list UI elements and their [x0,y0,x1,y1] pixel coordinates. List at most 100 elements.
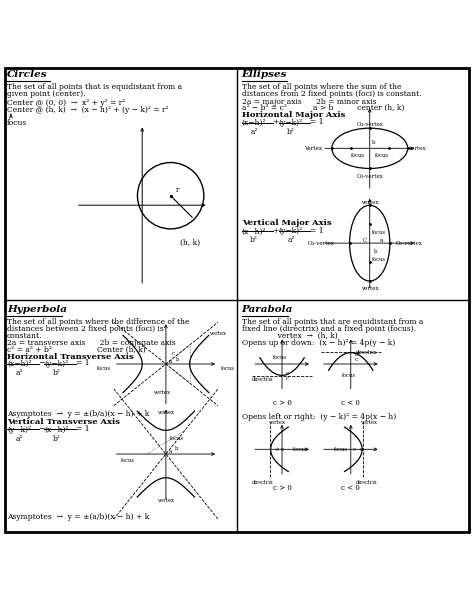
Text: focus: focus [372,257,386,262]
Text: vertex: vertex [157,410,174,415]
Text: The set of all points that are equidistant from a: The set of all points that are equidista… [242,317,423,326]
Text: a²: a² [16,434,23,443]
Text: Ellipses: Ellipses [242,70,287,79]
Text: given point (center).: given point (center). [7,90,86,98]
Text: Parabola: Parabola [242,305,293,314]
Text: The set of all points where the difference of the: The set of all points where the differen… [7,317,190,326]
Text: Co-vertex: Co-vertex [307,241,334,246]
Text: c > 0: c > 0 [273,484,292,492]
Text: +: + [273,118,279,126]
Text: Asymptotes  →  y = ±(b/a)(x − h) + k: Asymptotes → y = ±(b/a)(x − h) + k [7,410,149,418]
Text: (x−h)²: (x−h)² [44,425,69,434]
Text: (x−h)²: (x−h)² [7,360,32,368]
Text: focus: focus [170,436,184,441]
Text: a: a [380,238,383,244]
Text: Center @ (h, k)  →  (x − h)² + (y − k)² = r²: Center @ (h, k) → (x − h)² + (y − k)² = … [7,106,169,113]
Text: Horizontal Major Axis: Horizontal Major Axis [242,111,345,119]
Text: Opens left or right:  (y − k)² = 4p(x − h): Opens left or right: (y − k)² = 4p(x − h… [242,413,396,421]
Text: c: c [275,447,278,452]
Text: 2a = transverse axis      2b = conjugate axis: 2a = transverse axis 2b = conjugate axis [7,340,176,347]
Text: b²: b² [287,128,295,136]
Text: b²: b² [53,369,61,377]
Text: (y−k)²: (y−k)² [7,425,31,434]
Text: focus: focus [292,447,307,452]
Text: = 1: = 1 [76,359,90,367]
Text: C: C [363,238,367,244]
Text: vertex: vertex [153,390,170,395]
Text: focus: focus [273,355,287,361]
Text: The set of all points that is equidistant from a: The set of all points that is equidistan… [7,83,182,91]
Text: vertex: vertex [157,497,174,503]
Text: constant.: constant. [7,332,43,340]
Text: focus: focus [374,153,389,158]
Text: Asymptotes  →  y = ±(a/b)(x − h) + k: Asymptotes → y = ±(a/b)(x − h) + k [7,513,149,521]
Text: −: − [38,359,44,367]
Text: vertex: vertex [361,286,379,291]
Text: c < 0: c < 0 [341,484,360,492]
Text: c: c [355,358,357,362]
Text: a: a [168,359,172,364]
Text: focus: focus [372,230,386,235]
Text: (y−k)²: (y−k)² [44,360,68,368]
Text: vertex  →  (h, k): vertex → (h, k) [242,332,337,340]
Text: b: b [372,140,375,145]
Text: r: r [175,186,179,194]
Text: directrix: directrix [252,377,274,382]
Text: directrix: directrix [252,480,274,485]
Text: vertex: vertex [361,200,379,205]
Text: focus: focus [341,373,356,377]
Text: c > 0: c > 0 [273,398,292,407]
Text: = 1: = 1 [76,425,90,433]
Text: c: c [359,447,362,452]
Text: Hyperbola: Hyperbola [7,305,67,314]
Text: 2a = major axis      2b = minor axis: 2a = major axis 2b = minor axis [242,98,376,106]
Text: b: b [174,446,178,451]
Text: b: b [374,249,377,254]
Text: (x−h)²: (x−h)² [242,227,266,235]
Text: directrix: directrix [356,480,377,485]
Text: vertex: vertex [408,146,426,151]
Text: = 1: = 1 [310,227,324,235]
Text: Co-vertex: Co-vertex [356,175,383,179]
Text: c: c [353,447,356,452]
Text: b²: b² [53,434,61,443]
Text: Opens up or down:  (x − h)² = 4p(y − k): Opens up or down: (x − h)² = 4p(y − k) [242,340,395,347]
Text: c: c [355,352,357,356]
Text: (h, k): (h, k) [180,238,200,247]
Text: Vertex: Vertex [304,146,322,151]
Text: vertex: vertex [209,331,226,336]
Text: Circles: Circles [7,70,48,79]
Text: Center @ (0, 0)  →  x² + y² = r²: Center @ (0, 0) → x² + y² = r² [7,98,125,107]
Text: vertex: vertex [360,420,377,425]
Text: Co-vertex: Co-vertex [396,241,423,246]
Text: directrix: directrix [356,350,377,355]
Text: a² − b² = c²           a > b          center (h, k): a² − b² = c² a > b center (h, k) [242,104,404,112]
Text: focus: focus [334,447,348,452]
Text: Vertical Transverse Axis: Vertical Transverse Axis [7,419,120,427]
Text: (y−k)²: (y−k)² [279,227,303,235]
Text: focus: focus [351,153,365,158]
Text: focus: focus [97,367,111,371]
Text: c: c [172,351,174,356]
Text: = 1: = 1 [310,118,324,126]
Text: c: c [286,371,289,376]
Text: b²: b² [250,236,258,244]
Text: (y−k)²: (y−k)² [279,119,303,127]
Text: c: c [286,376,289,382]
Text: distances between 2 fixed points (foci) is: distances between 2 fixed points (foci) … [7,325,164,332]
Text: focus: focus [121,458,135,463]
Text: fixed line (directrix) and a fixed point (focus).: fixed line (directrix) and a fixed point… [242,325,416,332]
Text: Co-vertex: Co-vertex [356,122,383,127]
Text: a: a [168,449,172,454]
Text: a²: a² [250,128,258,136]
Text: vertex: vertex [268,420,285,425]
Text: distances from 2 fixed points (foci) is constant.: distances from 2 fixed points (foci) is … [242,90,421,98]
Text: b: b [176,357,180,362]
Text: c² = a² + b²                   Center (h, k): c² = a² + b² Center (h, k) [7,346,146,353]
Text: c: c [281,447,284,452]
Text: Horizontal Transverse Axis: Horizontal Transverse Axis [7,353,134,361]
Text: a²: a² [16,369,23,377]
Text: (x−h)²: (x−h)² [242,119,266,127]
Text: Vertical Major Axis: Vertical Major Axis [242,220,331,227]
Text: c < 0: c < 0 [341,398,360,407]
